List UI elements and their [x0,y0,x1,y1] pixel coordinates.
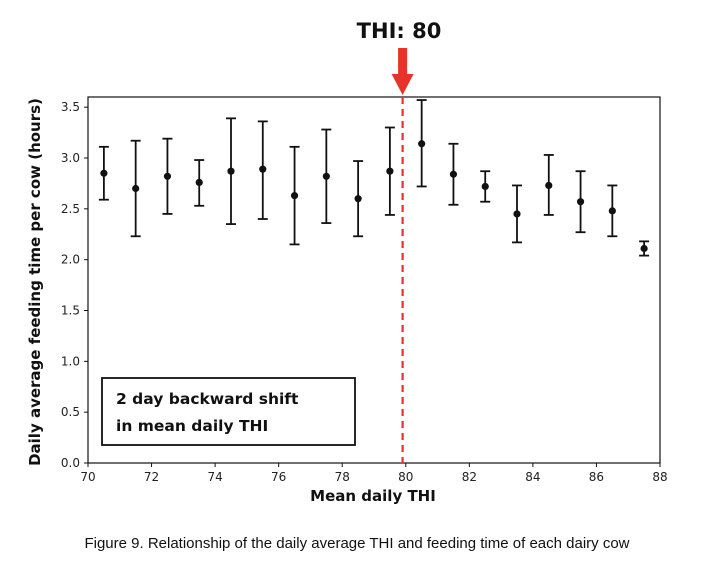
y-tick-label: 1.5 [61,304,80,318]
error-bar-point [480,170,491,203]
error-bar-point [543,154,554,216]
y-tick-label: 0.5 [61,405,80,419]
annotation-box [101,377,356,446]
x-tick-label: 70 [80,470,95,484]
x-tick-label: 78 [335,470,350,484]
error-bar-point [416,99,427,188]
error-bar-point [162,137,173,215]
plot-frame [87,96,661,464]
annotation-box-line-2: in mean daily THI [116,417,268,435]
threshold-arrow-shaft [398,48,408,75]
axes-layer [87,96,661,464]
error-bar-point [130,139,141,238]
error-bar-point [289,145,300,246]
x-tick-label: 82 [462,470,477,484]
y-tick-label: 3.5 [61,100,80,114]
data-marks-layer [98,48,650,463]
x-tick-label: 72 [144,470,159,484]
data-point [608,207,616,215]
data-point [195,178,203,186]
error-bar-point [575,170,586,234]
error-bar-point [353,160,364,238]
x-tick-label: 86 [589,470,604,484]
data-point [481,182,489,191]
data-point [354,195,362,203]
data-point [449,170,458,178]
data-point [576,198,585,206]
data-point [100,169,108,177]
y-tick-label: 2.0 [61,253,80,267]
error-bar-point [384,126,395,216]
error-bar-point [639,240,650,257]
x-tick-label: 76 [271,470,286,484]
ticks-layer: 70 72 74 76 78 80 82 84 86 88 0.0 0.5 1.0 1.5 2.0 2.5 3.… [61,100,668,484]
data-point [513,210,521,218]
y-tick-label: 2.5 [61,202,80,216]
y-tick-label: 0.0 [61,456,80,470]
y-tick-label: 1.0 [61,354,80,368]
data-point [132,184,140,193]
x-tick-label: 80 [398,470,413,484]
x-tick-label: 88 [652,470,667,484]
error-bar-point [607,184,618,238]
error-bar-point [448,142,459,206]
annotation-box-line-1: 2 day backward shift [116,390,299,408]
data-point [227,167,235,175]
data-point [259,165,267,173]
x-tick-label: 74 [207,470,222,484]
error-bar-point [321,128,332,224]
error-bar-point [194,159,205,207]
figure-caption: Figure 9. Relationship of the daily aver… [84,535,629,552]
data-point [545,181,553,190]
x-tick-label: 84 [525,470,540,484]
data-point [418,140,426,148]
error-bar-point [226,117,236,225]
x-axis-title: Mean daily THI [310,487,436,505]
error-bar-point [512,184,522,244]
error-bar-point [98,145,109,201]
threshold-arrow-head [391,74,414,95]
data-point [386,167,394,175]
data-point [290,192,299,200]
thi-80-annotation: THI: 80 [357,19,442,43]
data-point [163,172,172,180]
y-tick-label: 3.0 [61,151,80,165]
data-point [322,172,330,180]
error-bar-point [257,120,268,220]
data-point [640,244,648,253]
y-axis-title: Daily average feeding time per cow (hour… [26,98,44,466]
